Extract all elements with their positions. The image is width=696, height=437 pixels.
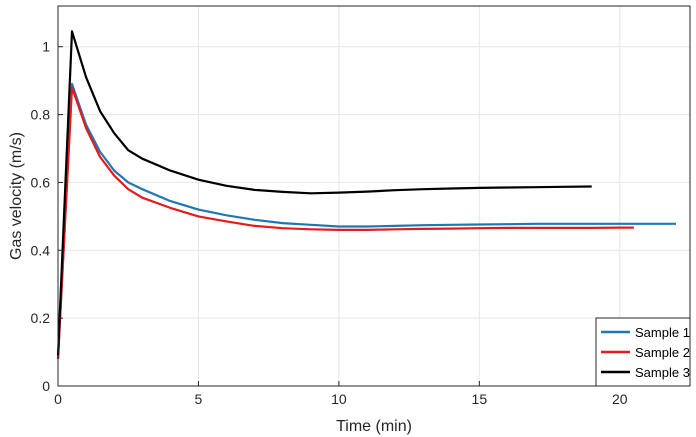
y-tick-label: 0	[42, 378, 50, 394]
y-tick-label: 0.6	[31, 174, 51, 190]
series-line-2	[56, 86, 634, 359]
legend-label: Sample 3	[635, 365, 690, 380]
series-line-1	[56, 82, 676, 359]
x-tick-label: 20	[612, 391, 628, 407]
x-tick-label: 15	[472, 391, 488, 407]
y-tick-label: 0.2	[31, 310, 51, 326]
x-axis-label: Time (min)	[336, 418, 412, 435]
y-tick-label: 0.4	[31, 242, 51, 258]
y-tick-label: 0.8	[31, 107, 51, 123]
legend-label: Sample 2	[635, 345, 690, 360]
plot-area	[58, 6, 690, 386]
legend: Sample 1 Sample 2 Sample 3	[595, 317, 691, 387]
series-line-3	[56, 30, 592, 356]
x-tick-label: 5	[195, 391, 203, 407]
legend-label: Sample 1	[635, 325, 690, 340]
y-axis: 0 0.2 0.4 0.6 0.8 1	[31, 39, 63, 394]
x-tick-label: 10	[331, 391, 347, 407]
x-tick-label: 0	[54, 391, 62, 407]
plot-frame	[57, 5, 691, 387]
y-axis-label: Gas velocity (m/s)	[8, 132, 25, 260]
x-axis: 0 5 10 15 20	[54, 381, 628, 407]
grid	[57, 6, 690, 387]
series-group	[56, 30, 676, 359]
y-tick-label: 1	[42, 39, 50, 55]
